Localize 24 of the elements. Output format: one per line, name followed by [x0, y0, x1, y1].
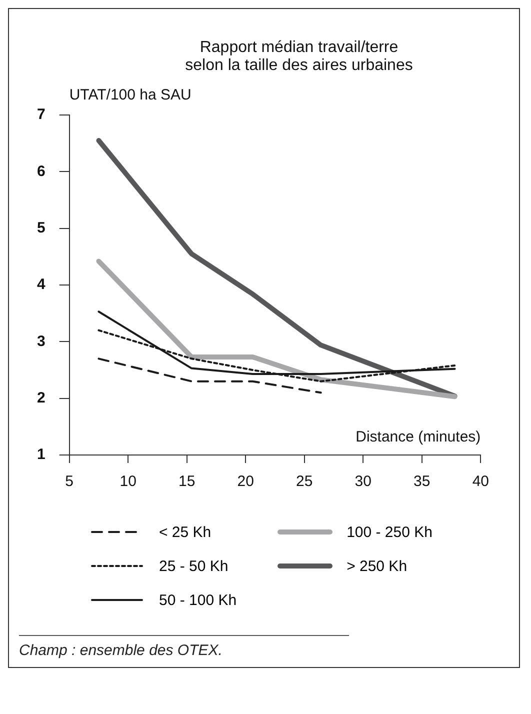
x-tick-label: 10 — [120, 473, 136, 490]
y-axis-title: UTAT/100 ha SAU — [69, 86, 192, 104]
x-axis-title: Distance (minutes) — [356, 428, 481, 446]
text: Champ : ensemble des OTEX. — [19, 642, 222, 659]
y-tick-label: 6 — [37, 162, 46, 180]
y-tick-label: 1 — [37, 446, 46, 464]
x-tick-label: 5 — [65, 473, 74, 490]
y-tick-label: 2 — [37, 389, 46, 406]
y-tick-label: 7 — [37, 106, 46, 124]
y-tick-label: 3 — [37, 332, 46, 350]
x-tick-label: 35 — [414, 473, 430, 490]
legend-label: 50 - 100 Kh — [159, 592, 237, 608]
y-tick-label: 4 — [37, 276, 46, 294]
x-tick-label: 30 — [354, 473, 372, 490]
x-tick-label: 25 — [296, 473, 313, 490]
x-tick-label: 20 — [237, 473, 254, 490]
chart-title: Rapport médian travail/terre selon la taille des aires urbaines — [184, 39, 414, 75]
legend-label: 100 - 250 Kh — [346, 524, 432, 540]
x-tick-label: 15 — [178, 473, 196, 490]
legend-label: 25 - 50 Kh — [159, 558, 228, 574]
legend-label: < 25 Kh — [159, 524, 212, 540]
y-tick-label: 5 — [37, 219, 46, 236]
x-tick-label: 40 — [472, 473, 489, 490]
legend-label: > 250 Kh — [346, 558, 408, 574]
